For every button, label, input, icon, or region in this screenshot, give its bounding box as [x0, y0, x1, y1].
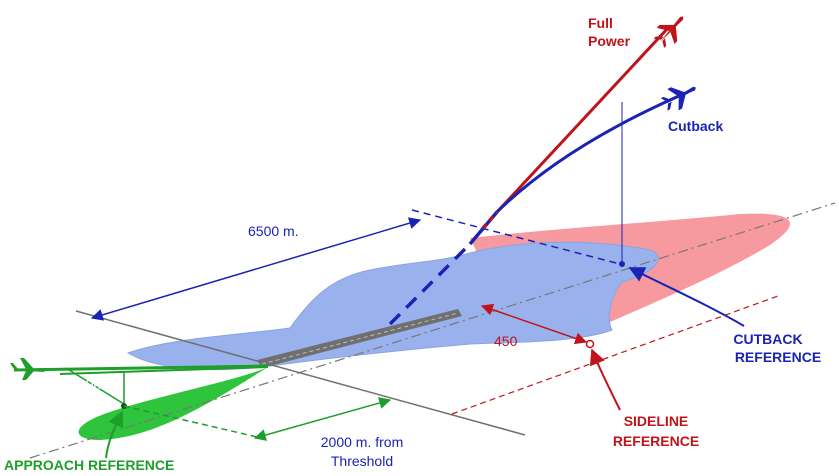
threshold-distance-label-line2: Threshold — [331, 453, 393, 469]
approach-height-label: 120m — [70, 376, 105, 392]
takeoff-dashed-path — [388, 242, 472, 326]
approach-reference-arrow — [105, 410, 124, 459]
cutback-reference-label-line2: REFERENCE — [735, 349, 821, 365]
full-power-airplane-icon — [653, 16, 684, 49]
sideline-dashed-line — [451, 295, 779, 415]
cutback-airplane-icon — [660, 86, 696, 111]
threshold-line — [75, 310, 526, 436]
threshold-distance-arrow — [253, 397, 392, 441]
approach-noise-footprint — [78, 367, 268, 440]
approach-reference-label: APPROACH REFERENCE — [4, 457, 174, 473]
cutback-label: Cutback — [668, 118, 723, 134]
sideline-reference-point — [585, 339, 595, 349]
full-power-path — [495, 26, 670, 214]
sideline-reference-arrow — [589, 348, 621, 411]
cutback-distance-label: 6500 m. — [248, 223, 299, 239]
runway-markings — [261, 312, 459, 365]
full-power-label-line2: Power — [588, 33, 631, 49]
threshold-distance-label: 2000 m. from — [321, 434, 403, 450]
sideline-reference-label: SIDELINE — [624, 413, 689, 429]
cutback-path — [495, 90, 689, 214]
cutback-reference-arrow — [628, 267, 745, 327]
shared-climb-red-dash — [481, 210, 499, 230]
sideline-distance-arrow — [480, 303, 588, 345]
approach-height-marker — [65, 367, 125, 405]
approach-flight-path — [13, 364, 269, 372]
cutback-noise-footprint — [126, 241, 659, 371]
full-power-label: Full — [588, 15, 613, 31]
cutback-reference-label: CUTBACK — [733, 331, 802, 347]
approach-airplane-icon — [10, 358, 46, 380]
cutback-reference-point — [619, 261, 625, 267]
approach-dashed-line — [123, 405, 271, 441]
sideline-reference-label-line2: REFERENCE — [613, 433, 699, 449]
cutback-distance-arrow — [90, 217, 422, 321]
approach-ground-projection — [59, 366, 269, 375]
sideline-distance-label: 450 — [494, 333, 518, 349]
